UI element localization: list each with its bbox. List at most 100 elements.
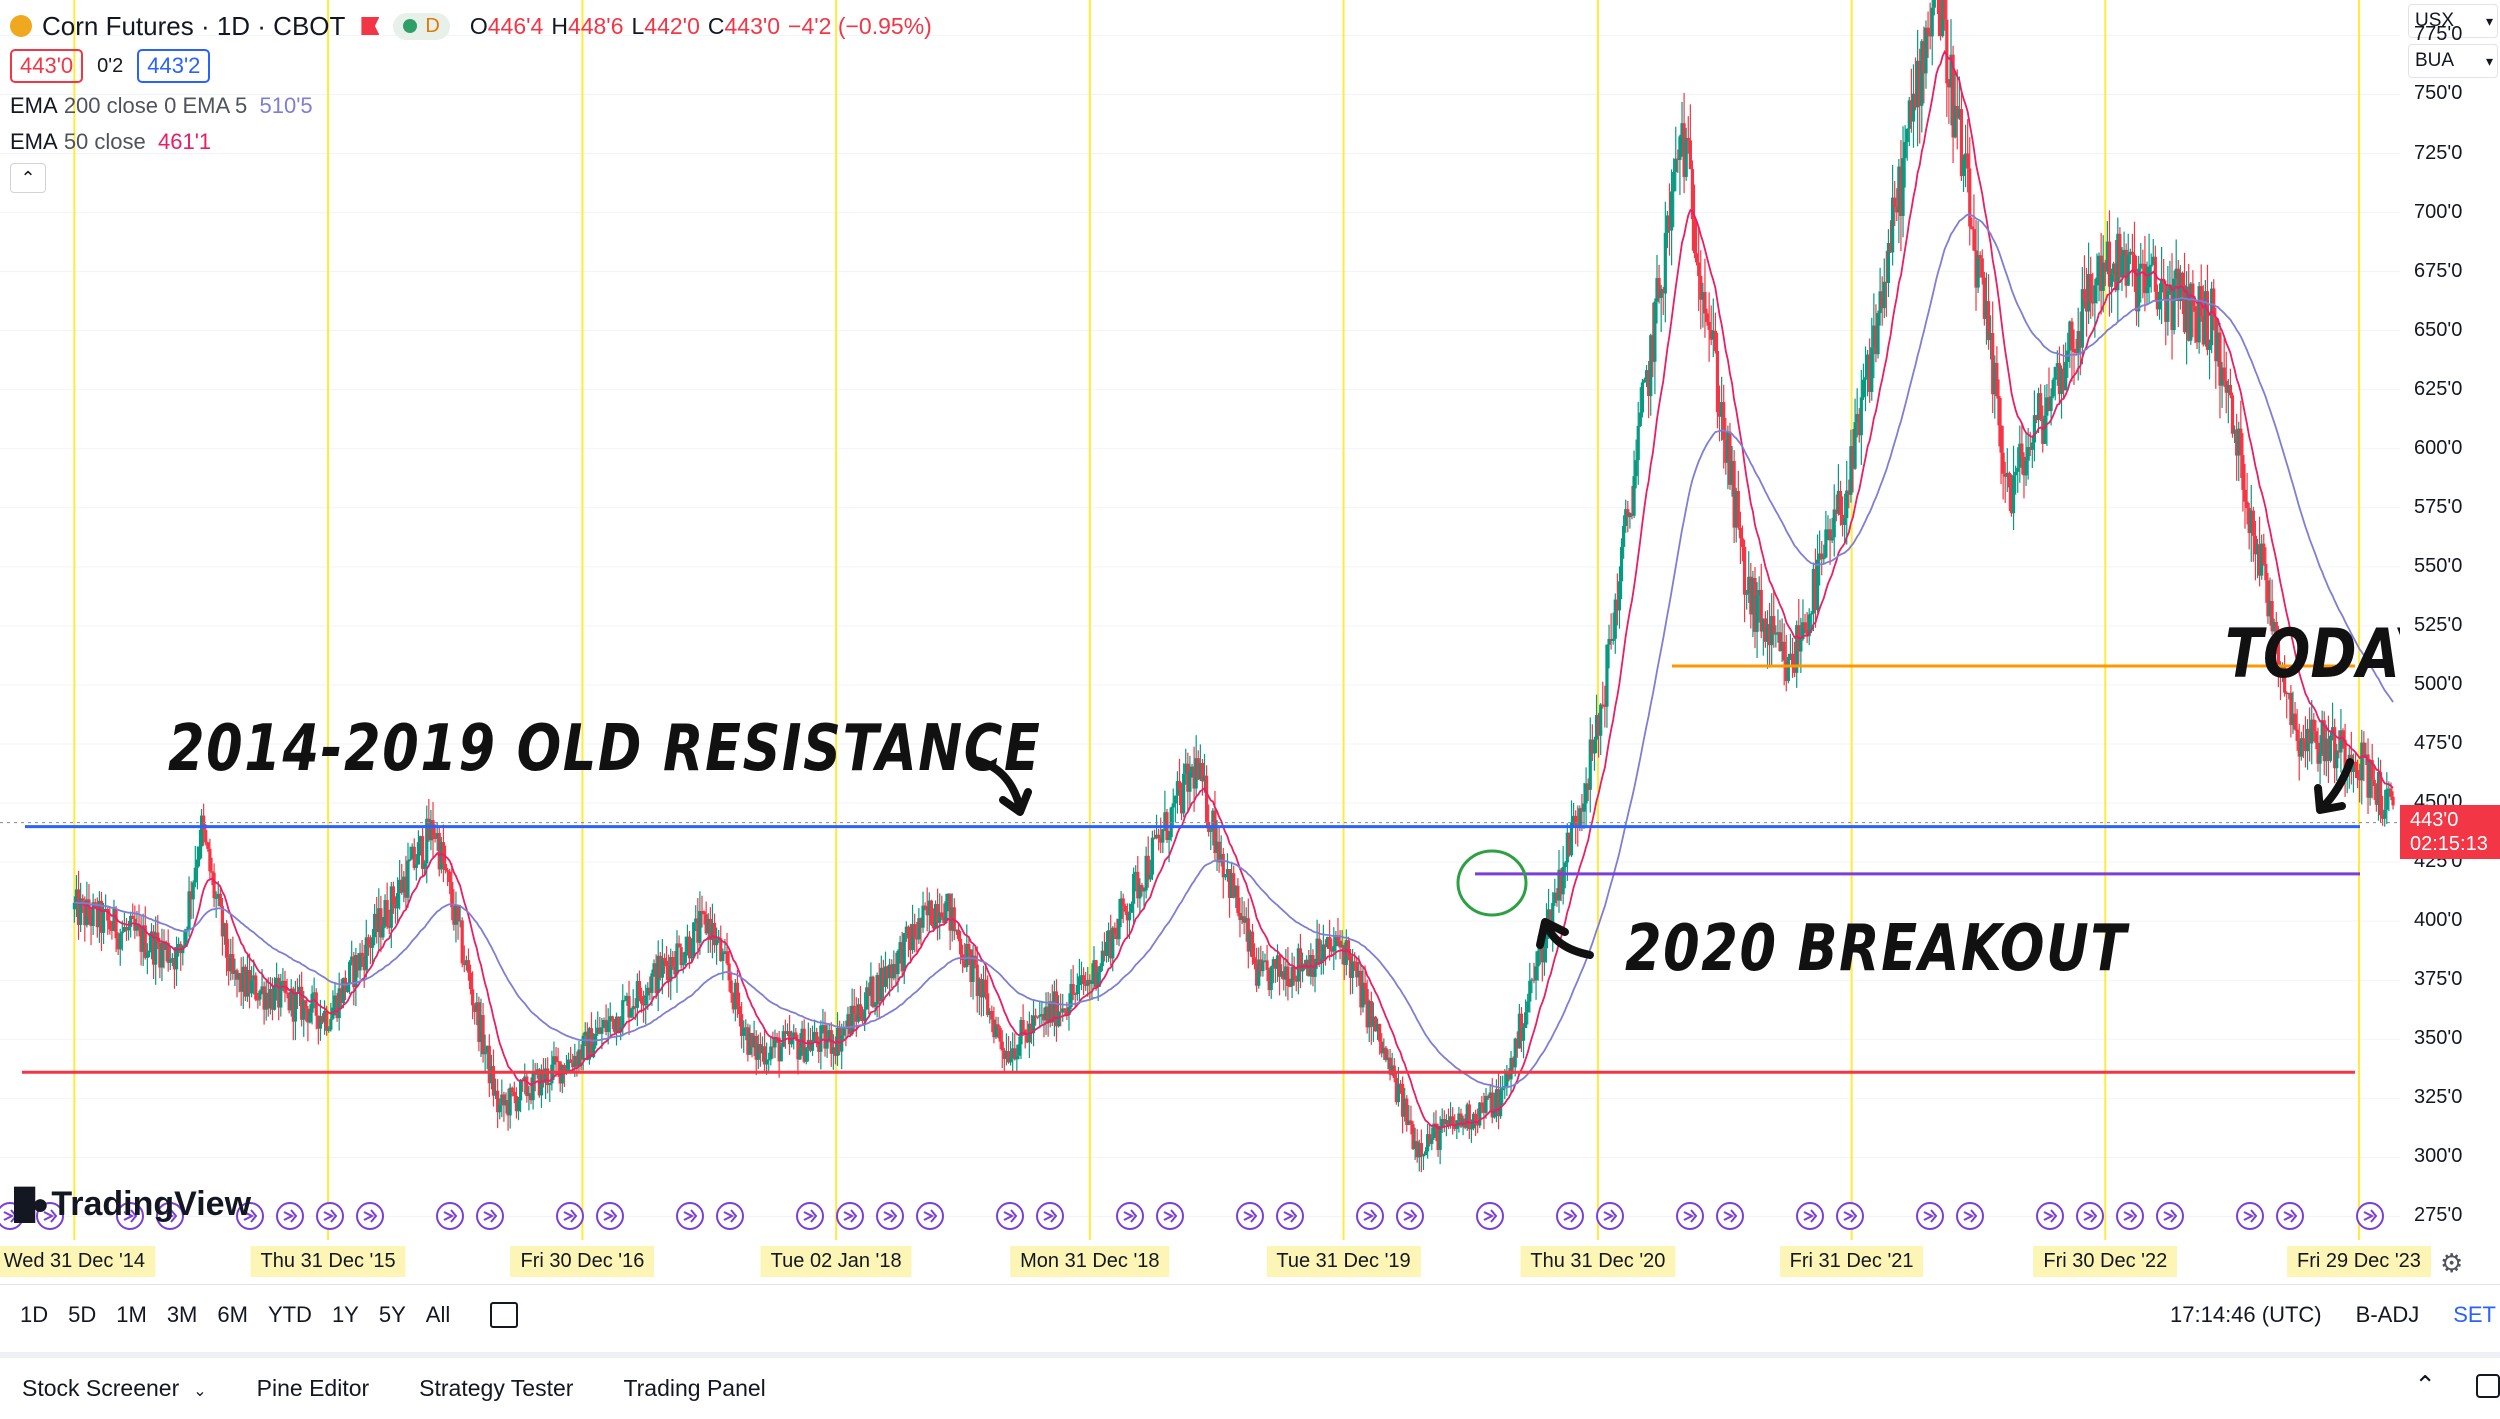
candle-body (829, 1030, 833, 1054)
event-marker-arrow (1163, 1209, 1178, 1223)
timeframe-button-ytd[interactable]: YTD (267, 1302, 312, 1327)
candle-body (487, 1045, 491, 1084)
candle-body (2170, 284, 2174, 331)
candle-body (304, 1000, 308, 1009)
maximize-panel-icon[interactable] (2476, 1373, 2500, 1398)
timeframe-button-5y[interactable]: 5Y (378, 1302, 406, 1327)
candle-body (1947, 83, 1951, 88)
ema-50-line (73, 49, 2394, 1130)
tab-strategy-tester[interactable]: Strategy Tester (419, 1375, 574, 1401)
ohlc-change: −4'2 (−0.95%) (788, 12, 932, 39)
price-chart[interactable] (0, 0, 2400, 1240)
candle-body (1086, 979, 1090, 986)
gear-icon[interactable]: ⚙ (2440, 1248, 2464, 1278)
indicator-ema50[interactable]: EMA 50 close 461'1 (10, 124, 940, 160)
event-marker-icon (2116, 1202, 2144, 1230)
symbol-title[interactable]: Corn Futures · 1D · CBOT (42, 10, 346, 41)
event-marker-arrow (443, 1209, 458, 1223)
currency-selector[interactable]: USX ▾ (2408, 4, 2498, 38)
adjustment-toggle[interactable]: B-ADJ (2355, 1302, 2420, 1327)
candle-body (1261, 961, 1265, 972)
indicator-ema200[interactable]: EMA 200 close 0 EMA 5 510'5 (10, 88, 940, 124)
candle-body (587, 1028, 592, 1060)
flag-icon[interactable] (361, 17, 380, 35)
candle-body (591, 1045, 596, 1058)
candle-body (867, 987, 871, 996)
candle-body (126, 926, 131, 931)
candle-body (1006, 1051, 1011, 1063)
candle-body (393, 904, 398, 909)
candle-body (735, 982, 740, 1007)
event-marker-arrow (1723, 1209, 1738, 1223)
candle-body (1832, 509, 1836, 538)
expand-panel-icon[interactable]: ⌃ (2414, 1370, 2436, 1400)
candle-body (2207, 345, 2212, 350)
timeframe-button-6m[interactable]: 6M (217, 1302, 248, 1327)
event-marker-arrow (363, 1209, 378, 1223)
candle-body (2168, 284, 2172, 291)
candle-body (2226, 384, 2230, 393)
candle-body (1561, 867, 1565, 895)
candle-body (902, 933, 906, 972)
candle-body (1488, 1092, 1492, 1099)
candle-body (2320, 720, 2324, 754)
candle-body (800, 1028, 804, 1049)
candle-body (1767, 624, 1772, 646)
sell-price-box[interactable]: 443'0 (10, 49, 84, 83)
indicator-name: EMA (10, 93, 58, 118)
candle-body (1632, 476, 1636, 516)
candle-body (279, 981, 283, 1008)
timeframe-button-1m[interactable]: 1M (116, 1302, 147, 1327)
collapse-legend-button[interactable]: ⌃ (10, 163, 46, 193)
unit-selector[interactable]: BUA ▾ (2408, 44, 2498, 78)
candle-body (2093, 285, 2097, 304)
candle-body (1909, 100, 1913, 122)
tab-stock-screener[interactable]: Stock Screener ⌄ (22, 1375, 207, 1402)
buy-price-box[interactable]: 443'2 (137, 49, 211, 83)
candle-body (712, 922, 717, 946)
candle-body (2370, 760, 2374, 780)
candle-body (1453, 1124, 1457, 1129)
candle-body (1305, 959, 1309, 969)
candle-body (1684, 137, 1688, 177)
timeframe-button-all[interactable]: All (425, 1302, 451, 1327)
candle-body (627, 995, 631, 1018)
candle-body (204, 830, 208, 843)
settlement-toggle[interactable]: SET (2453, 1302, 2496, 1327)
candle-body (1945, 19, 1949, 84)
candle-body (285, 992, 289, 994)
candle-body (2084, 300, 2089, 312)
candle-body (1776, 632, 1780, 634)
candle-body (2341, 730, 2345, 740)
candle-body (168, 959, 172, 963)
tab-trading-panel[interactable]: Trading Panel (623, 1375, 766, 1401)
time-axis[interactable]: Wed 31 Dec '14 Thu 31 Dec '15 Fri 30 Dec '… (0, 1240, 2431, 1280)
timeframe-button-1d[interactable]: 1D (20, 1302, 49, 1327)
annotation-2020-breakout: 2020 BREAKOUT (1625, 912, 2128, 986)
candle-body (1868, 354, 1872, 392)
resistance-arrow-icon (971, 756, 1024, 812)
timeframe-button-5d[interactable]: 5D (68, 1302, 97, 1327)
candle-body (1801, 622, 1805, 640)
candle-body (2024, 460, 2028, 476)
price-axis[interactable]: USX ▾ BUA ▾ 775'0 750'0 725'0 700'0 675'0 650'0… (2400, 0, 2500, 1240)
timeframe-button-3m[interactable]: 3M (166, 1302, 198, 1327)
event-marker-arrow (923, 1209, 938, 1223)
candle-body (1803, 622, 1807, 630)
candle-body (614, 1016, 619, 1032)
clock[interactable]: 17:14:46 (UTC) (2170, 1302, 2322, 1327)
candle-body (879, 967, 883, 1002)
tradingview-logo[interactable]: █● TradingView (14, 1185, 251, 1224)
candle-body (272, 985, 277, 1010)
timeframe-button-1y[interactable]: 1Y (331, 1302, 359, 1327)
candle-body (1524, 1012, 1528, 1029)
ohlc-open-value: 446'4 (487, 12, 544, 39)
market-status-badge[interactable]: D (393, 12, 450, 40)
chart-area[interactable]: Corn Futures · 1D · CBOT D O 446'4 H 448'6… (0, 0, 2400, 1240)
tab-pine-editor[interactable]: Pine Editor (256, 1375, 370, 1401)
candle-body (2289, 692, 2293, 726)
event-marker-icon (316, 1202, 344, 1230)
calendar-icon[interactable] (490, 1302, 519, 1328)
candle-body (616, 1016, 621, 1033)
candle-body (354, 955, 358, 988)
